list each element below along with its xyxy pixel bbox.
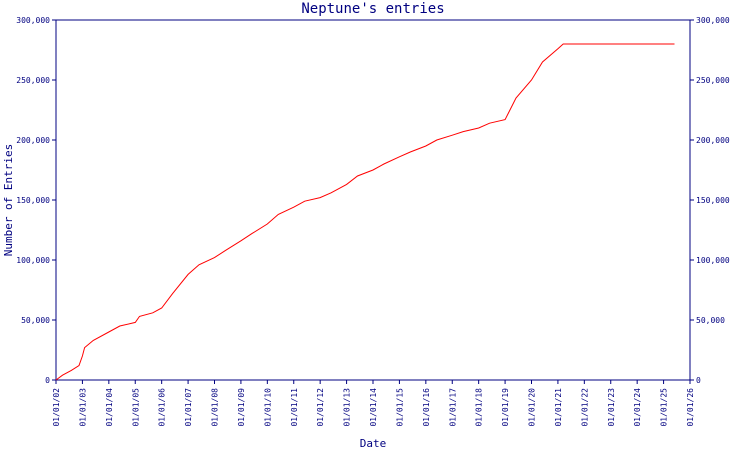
x-tick-label: 01/01/08: [211, 388, 220, 427]
plot-frame: [55, 19, 691, 381]
chart-title: Neptune's entries: [301, 1, 444, 17]
y-tick-label-left: 100,000: [16, 256, 50, 265]
x-axis-title: Date: [360, 437, 387, 450]
y-tick-label-left: 50,000: [21, 316, 50, 325]
x-tick-label: 01/01/11: [290, 388, 299, 427]
x-tick-label: 01/01/03: [78, 388, 87, 427]
series-line-entries: [55, 43, 675, 381]
y-tick-label-right: 250,000: [696, 76, 730, 85]
y-tick-label-right: 50,000: [696, 316, 725, 325]
x-tick-label: 01/01/16: [422, 388, 431, 427]
x-tick-label: 01/01/25: [660, 388, 669, 427]
x-tick-label: 01/01/14: [369, 388, 378, 427]
x-tick-label: 01/01/04: [105, 388, 114, 427]
y-tick-label-left: 150,000: [16, 196, 50, 205]
x-tick-label: 01/01/13: [343, 388, 352, 427]
x-tick-label: 01/01/19: [501, 388, 510, 427]
x-tick-label: 01/01/23: [607, 388, 616, 427]
x-tick-label: 01/01/07: [184, 388, 193, 427]
y-tick-label-left: 0: [45, 376, 50, 385]
y-axis-title: Number of Entries: [2, 144, 15, 257]
x-tick-label: 01/01/15: [395, 388, 404, 427]
x-tick-label: 01/01/22: [580, 388, 589, 427]
y-tick-label-right: 100,000: [696, 256, 730, 265]
x-tick-label: 01/01/18: [475, 388, 484, 427]
x-tick-label: 01/01/05: [131, 388, 140, 427]
x-tick-label: 01/01/21: [554, 388, 563, 427]
y-tick-label-left: 250,000: [16, 76, 50, 85]
y-tick-label-right: 300,000: [696, 16, 730, 25]
y-tick-label-right: 0: [696, 376, 701, 385]
x-tick-label: 01/01/26: [686, 388, 695, 427]
x-tick-label: 01/01/02: [52, 388, 61, 427]
y-tick-label-left: 200,000: [16, 136, 50, 145]
x-tick-label: 01/01/20: [528, 388, 537, 427]
y-tick-label-left: 300,000: [16, 16, 50, 25]
x-tick-label: 01/01/10: [263, 388, 272, 427]
x-tick-label: 01/01/12: [316, 388, 325, 427]
x-tick-label: 01/01/17: [448, 388, 457, 427]
x-tick-label: 01/01/06: [158, 388, 167, 427]
y-tick-label-right: 150,000: [696, 196, 730, 205]
x-tick-label: 01/01/09: [237, 388, 246, 427]
y-tick-label-right: 200,000: [696, 136, 730, 145]
x-tick-label: 01/01/24: [633, 388, 642, 427]
